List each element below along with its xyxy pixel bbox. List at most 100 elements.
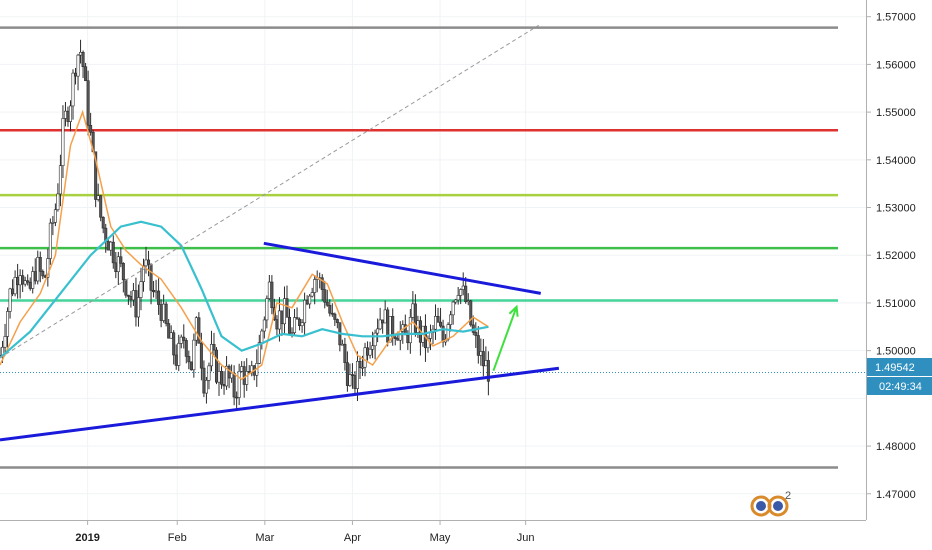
candle-body-20: [48, 222, 52, 259]
y-tick-label-5: 1.52000: [876, 250, 916, 262]
candle-body-19: [46, 258, 50, 278]
candle-body-22: [53, 209, 57, 223]
candle-body-15: [36, 257, 40, 282]
candle-body-170: [426, 338, 430, 349]
candle-body-173: [434, 316, 438, 330]
candle-body-51: [126, 294, 130, 297]
candle-body-187: [469, 300, 473, 326]
x-axis-ticks[interactable]: 2019 Feb Mar Apr May Jun: [75, 520, 535, 544]
logo-globe-right: [773, 501, 783, 511]
y-tick-label-3: 1.54000: [876, 155, 916, 167]
countdown-label: 02:49:34: [879, 381, 922, 393]
candle-body-4: [8, 288, 12, 312]
candle-body-73: [182, 336, 186, 341]
candle-body-67: [167, 323, 171, 339]
candle-body-80: [199, 342, 203, 369]
candle-body-11: [26, 280, 30, 283]
candle-body-191: [479, 351, 483, 356]
candle-body-35: [86, 80, 90, 126]
candle-body-185: [464, 285, 468, 303]
candle-body-119: [298, 318, 302, 327]
y-tick-label-10: 1.47000: [876, 489, 916, 501]
x-tick-label-2: Mar: [255, 532, 274, 544]
candle-body-81: [202, 367, 206, 394]
candle-body-98: [245, 371, 249, 385]
candle-body-179: [449, 314, 453, 325]
logo-superscript: 2: [785, 490, 791, 502]
candle-body-72: [179, 336, 183, 344]
plot-background: [0, 0, 866, 520]
candle-body-154: [386, 309, 390, 343]
candle-body-111: [277, 310, 281, 330]
candle-body-107: [267, 281, 271, 299]
candle-body-91: [227, 365, 231, 379]
x-tick-label-5: Jun: [517, 532, 535, 544]
candle-body-181: [454, 299, 458, 303]
candle-body-32: [79, 51, 83, 56]
candle-body-52: [129, 296, 133, 301]
candle-body-33: [81, 51, 85, 68]
candle-body-76: [189, 361, 193, 371]
candle-body-151: [378, 319, 382, 330]
candle-body-2: [3, 336, 7, 348]
candle-body-27: [66, 110, 70, 122]
trendline-2: [0, 24, 539, 359]
candle-body-163: [408, 317, 412, 344]
candle-body-88: [220, 371, 224, 385]
candle-body-132: [330, 312, 334, 315]
trendlines: [0, 24, 560, 442]
candle-body-129: [323, 289, 327, 303]
candle-body-23: [56, 193, 60, 211]
candle-body-171: [428, 332, 432, 339]
candle-body-164: [411, 303, 415, 318]
candle-body-56: [139, 281, 143, 298]
candle-body-54: [134, 290, 138, 318]
candle-body-143: [358, 360, 362, 369]
candle-body-182: [456, 295, 460, 301]
logo-globe-left: [756, 501, 766, 511]
candle-body-79: [197, 317, 201, 344]
candle-body-106: [265, 298, 269, 321]
y-axis-ticks[interactable]: 1.57000 1.56000 1.55000 1.54000 1.53000 1.520…: [866, 12, 916, 501]
y-tick-label-6: 1.51000: [876, 298, 916, 310]
candle-body-55: [136, 297, 140, 318]
candle-body-50: [124, 279, 128, 296]
candle-body-120: [300, 322, 304, 327]
candle-body-66: [164, 303, 168, 324]
candle-body-149: [373, 332, 377, 347]
candle-body-30: [74, 72, 78, 77]
candle-body-124: [310, 292, 314, 297]
projection-arrow-head: [508, 304, 519, 317]
candle-body-114: [285, 298, 289, 318]
watermark-logo: 2: [750, 490, 791, 517]
candle-body-118: [295, 317, 299, 320]
candle-body-46: [114, 262, 118, 272]
candle-body-131: [328, 304, 332, 314]
candle-body-193: [484, 360, 488, 367]
candle-body-192: [481, 351, 485, 367]
candle-body-92: [230, 372, 234, 379]
current-price-badge: [867, 358, 932, 376]
price-badges: 1.49542 02:49:34: [867, 358, 932, 395]
candle-body-93: [232, 372, 236, 398]
candle-body-147: [368, 348, 372, 356]
current-price-label: 1.49542: [875, 362, 915, 374]
candle-body-142: [355, 360, 359, 389]
candle-body-83: [207, 365, 211, 381]
candle-body-3: [6, 311, 10, 337]
axes: [0, 0, 867, 521]
candle-body-138: [345, 362, 349, 386]
candle-body-28: [68, 105, 72, 122]
candle-body-153: [383, 309, 387, 324]
candle-body-48: [119, 256, 123, 264]
candle-body-158: [396, 338, 400, 341]
candle-body-71: [177, 343, 181, 366]
candle-body-189: [474, 332, 478, 336]
candle-body-139: [348, 374, 352, 386]
candle-body-130: [325, 301, 329, 306]
candle-body-186: [466, 300, 470, 303]
candle-body-85: [212, 344, 216, 351]
candle-body-128: [320, 277, 324, 290]
candle-body-95: [237, 370, 241, 398]
